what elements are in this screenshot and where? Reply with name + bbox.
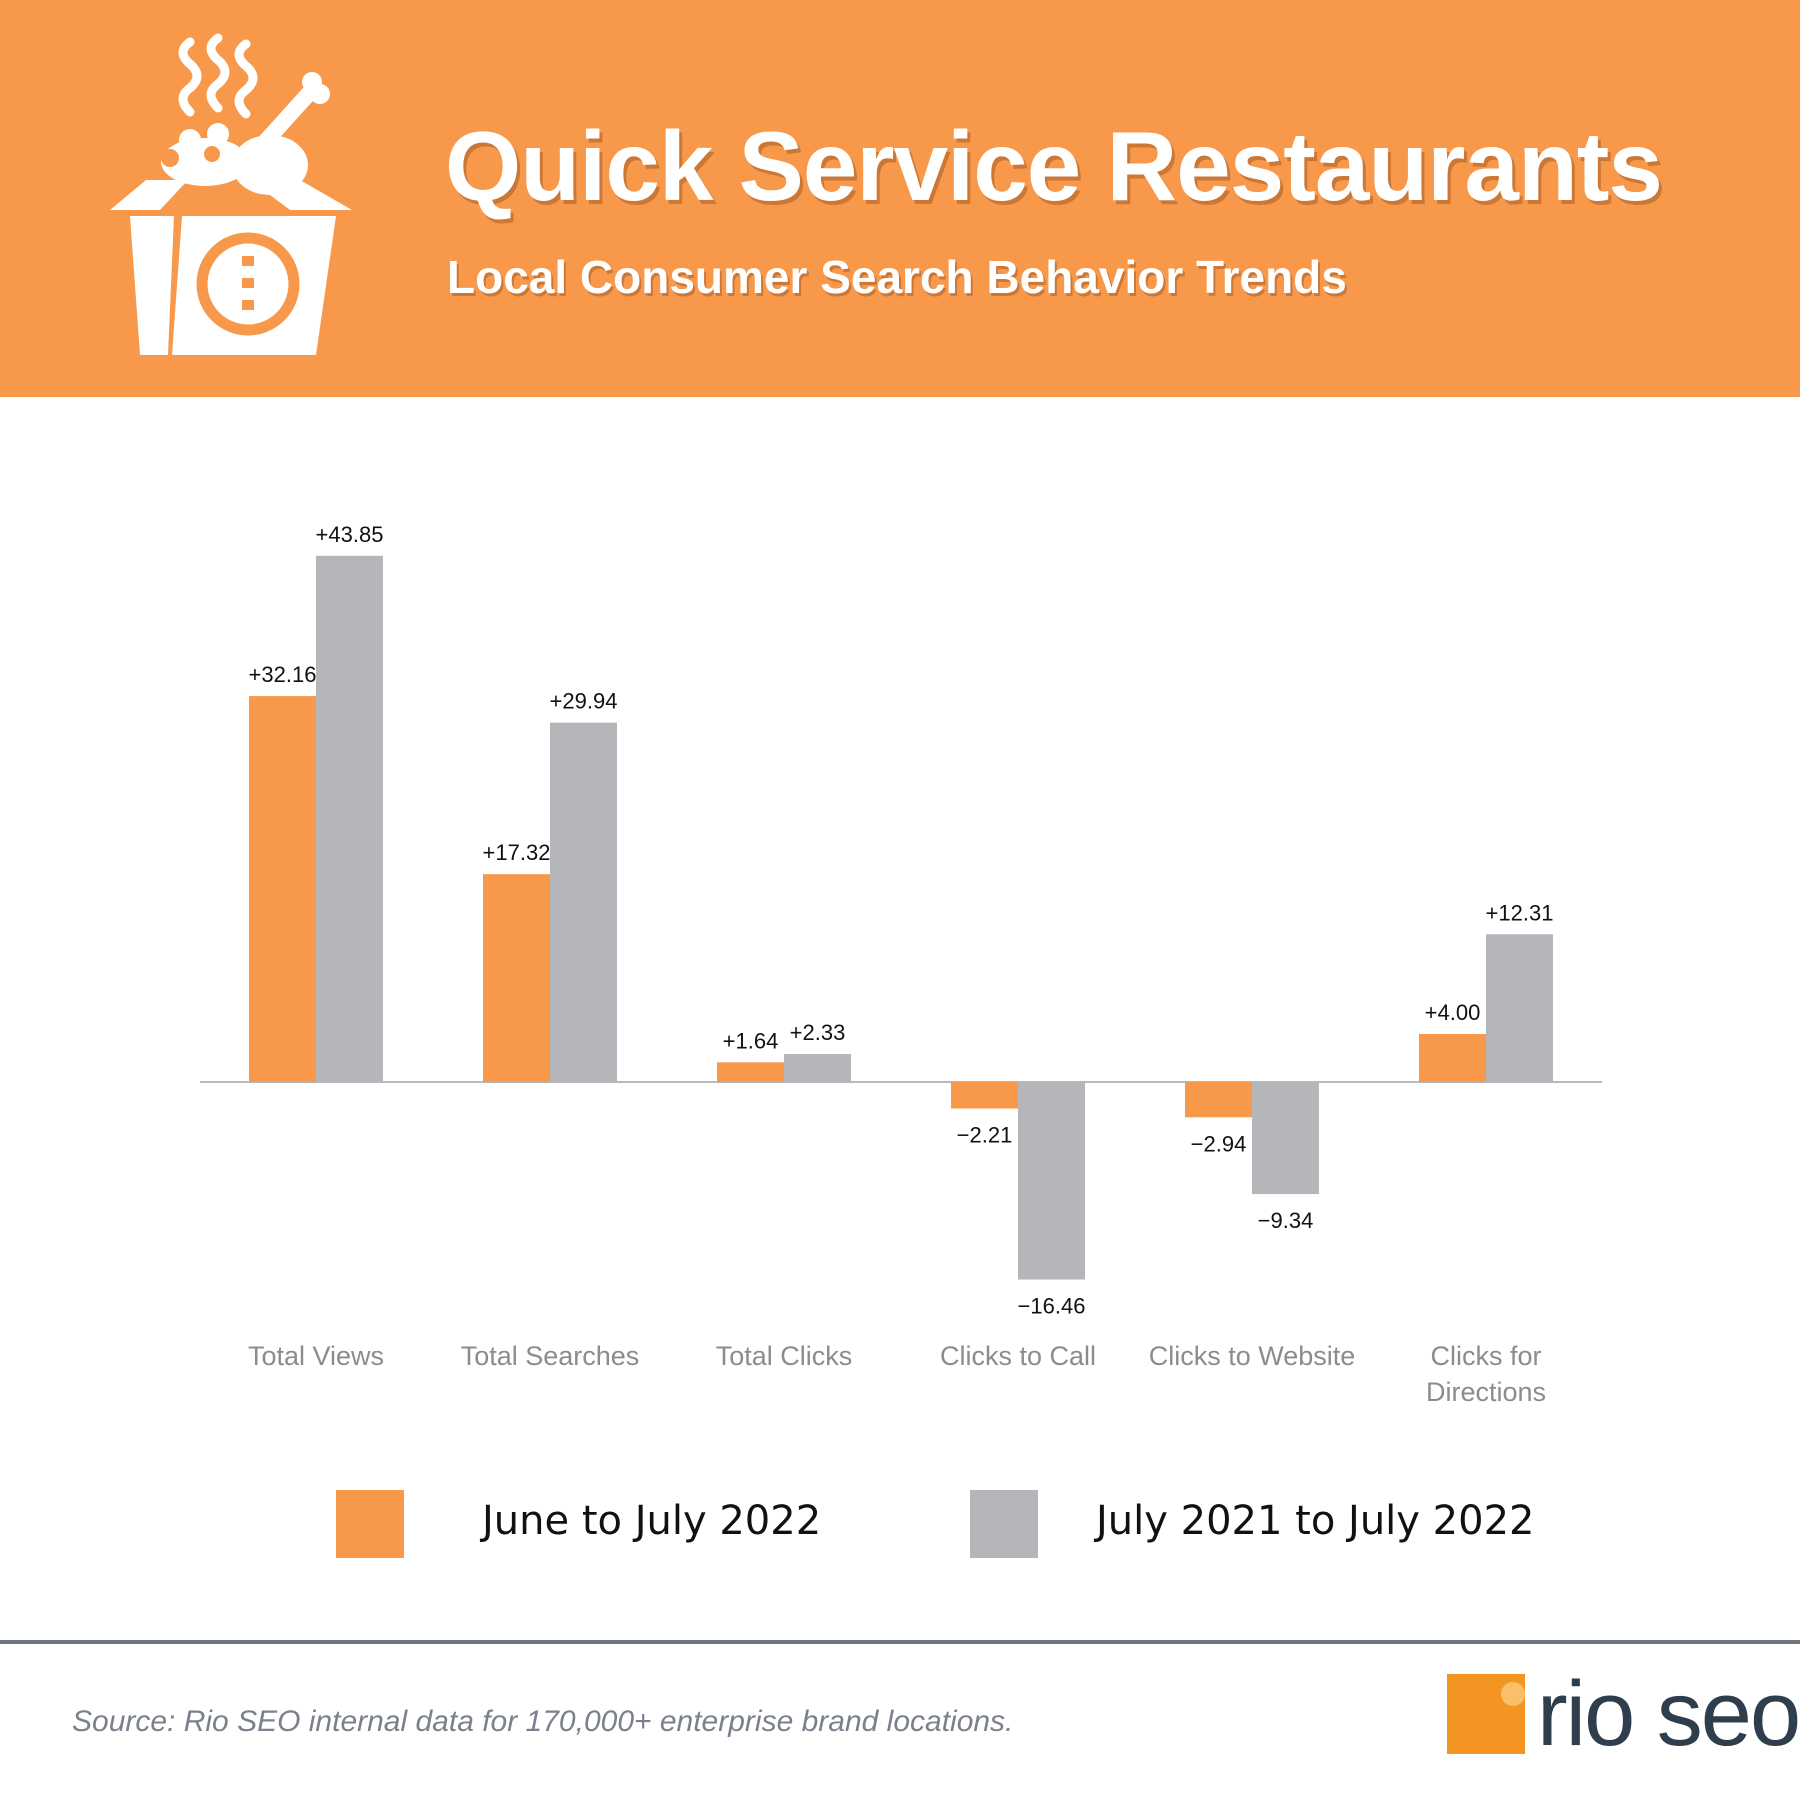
legend-label: July 2021 to July 2022 — [1096, 1498, 1535, 1544]
category-label: Clicks to Website — [1149, 1341, 1356, 1371]
data-label: +2.33 — [790, 1020, 846, 1045]
data-label: −16.46 — [1018, 1294, 1086, 1319]
category-label: Total Clicks — [716, 1341, 853, 1371]
data-label: +29.94 — [550, 689, 618, 714]
source-note: Source: Rio SEO internal data for 170,00… — [72, 1705, 1014, 1738]
data-label: −2.21 — [957, 1123, 1013, 1148]
logo-dot — [1501, 1682, 1525, 1706]
food-box-icon — [110, 33, 352, 355]
data-label: +32.16 — [249, 662, 317, 687]
bar-orange — [249, 696, 316, 1082]
category-label: Total Searches — [461, 1341, 640, 1371]
bar-gray — [316, 555, 383, 1082]
page-subtitle: Local Consumer Search Behavior Trends — [447, 251, 1347, 303]
category-label: Directions — [1426, 1377, 1546, 1407]
rio-seo-logo-text: rio seo — [1537, 1663, 1800, 1765]
bar-orange — [1185, 1082, 1252, 1118]
bar-orange — [483, 874, 550, 1082]
bar-chart: +32.16 +43.85 Total Views +17.32 +29.94 Total… — [200, 522, 1602, 1407]
data-label: −2.94 — [1191, 1131, 1247, 1156]
rio-seo-logo: rio seo — [1445, 1663, 1800, 1770]
header-banner: Quick Service Restaurants Local Consumer… — [0, 0, 1800, 397]
bar-gray — [1018, 1082, 1085, 1280]
category-label: Clicks for — [1430, 1341, 1541, 1371]
bar-gray — [550, 722, 617, 1082]
page-title: Quick Service Restaurants — [445, 111, 1663, 221]
bar-gray — [1252, 1082, 1319, 1195]
data-label: +43.85 — [316, 522, 384, 547]
data-label: −9.34 — [1258, 1208, 1314, 1233]
bar-gray — [784, 1054, 851, 1082]
legend-swatch-gray — [970, 1490, 1038, 1558]
data-label: +4.00 — [1425, 1000, 1481, 1025]
bar-orange — [1419, 1034, 1486, 1082]
legend-swatch-orange — [336, 1490, 404, 1558]
legend-label: June to July 2022 — [482, 1498, 822, 1544]
category-label: Clicks to Call — [940, 1341, 1096, 1371]
bar-orange — [951, 1082, 1018, 1109]
data-label: +12.31 — [1486, 900, 1554, 925]
bar-orange — [717, 1062, 784, 1082]
bar-gray — [1486, 934, 1553, 1082]
data-label: +1.64 — [723, 1028, 779, 1053]
rio-seo-logo-mark — [1447, 1674, 1525, 1754]
category-label: Total Views — [248, 1341, 384, 1371]
footer-divider — [0, 1640, 1800, 1644]
data-label: +17.32 — [483, 840, 551, 865]
legend: June to July 2022 July 2021 to July 2022 — [0, 1490, 1800, 1560]
